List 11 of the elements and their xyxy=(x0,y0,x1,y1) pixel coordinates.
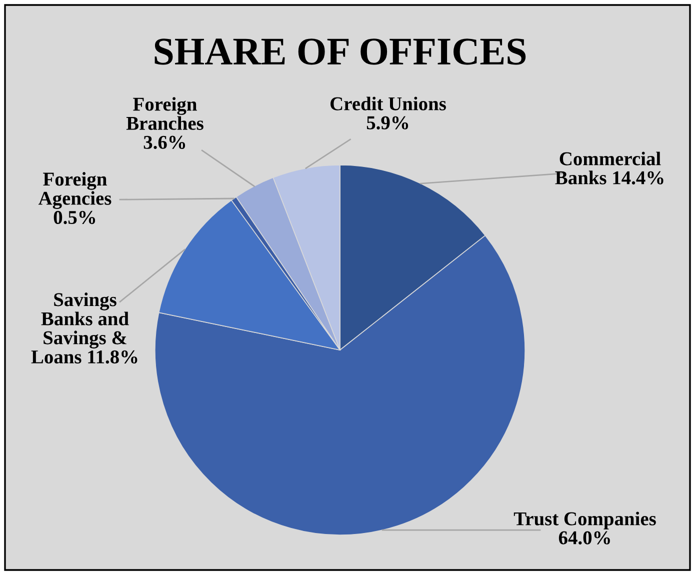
slice-label: Foreign Agencies xyxy=(38,172,112,209)
data-label: 3.6% xyxy=(144,136,186,150)
slice-label: Credit Unions xyxy=(330,96,446,110)
data-label: 64.0% xyxy=(558,531,610,544)
slice-label: Commercial Banks 14.4% xyxy=(555,152,664,184)
slice-label: Trust Companies xyxy=(514,512,656,530)
data-label: 0.5% xyxy=(54,210,96,224)
slice-label: Foreign Branches xyxy=(126,97,204,130)
slice-label: Savings Banks and Savings & Loans 11.8% xyxy=(31,292,138,364)
data-label: 5.9% xyxy=(366,116,408,130)
chart-title: SHARE OF OFFICES xyxy=(154,38,526,65)
